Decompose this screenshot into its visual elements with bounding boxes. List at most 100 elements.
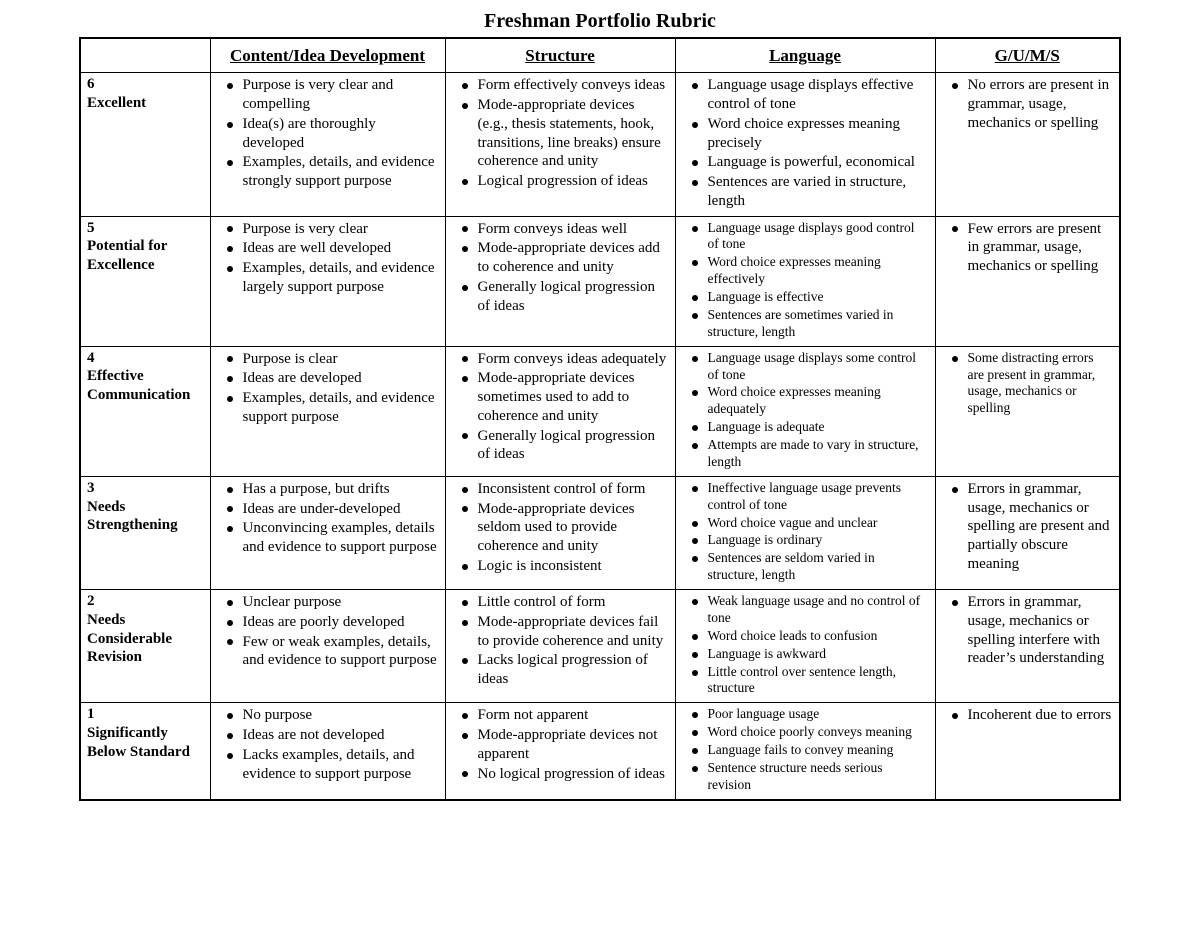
list-item: Language is powerful, economical <box>686 153 929 172</box>
list-item: Attempts are made to vary in structure, … <box>686 437 929 471</box>
list-item: Purpose is very clear <box>221 220 439 239</box>
list-item: Mode-appropriate devices seldom used to … <box>456 500 669 556</box>
bullet-list: Little control of formMode-appropriate d… <box>452 593 669 689</box>
list-item: Unconvincing examples, details and evide… <box>221 519 439 557</box>
table-row: 4Effective CommunicationPurpose is clear… <box>80 346 1120 476</box>
list-item: Language is ordinary <box>686 532 929 549</box>
list-item: Unclear purpose <box>221 593 439 612</box>
level-cell: 3Needs Strengthening <box>80 476 210 589</box>
list-item: Ideas are developed <box>221 369 439 388</box>
rubric-table: Content/Idea Development Structure Langu… <box>79 37 1121 801</box>
bullet-list: Language usage displays some control of … <box>682 350 929 471</box>
list-item: Errors in grammar, usage, mechanics or s… <box>946 593 1114 668</box>
list-item: Has a purpose, but drifts <box>221 480 439 499</box>
page: Freshman Portfolio Rubric Content/Idea D… <box>0 0 1200 801</box>
list-item: Ideas are poorly developed <box>221 613 439 632</box>
list-item: Form conveys ideas well <box>456 220 669 239</box>
bullet-list: Inconsistent control of formMode-appropr… <box>452 480 669 576</box>
bullet-list: Weak language usage and no control of to… <box>682 593 929 697</box>
list-item: Form effectively conveys ideas <box>456 76 669 95</box>
list-item: Mode-appropriate devices sometimes used … <box>456 369 669 425</box>
criteria-cell: Ineffective language usage prevents cont… <box>675 476 935 589</box>
list-item: Word choice vague and unclear <box>686 515 929 532</box>
col-header-content: Content/Idea Development <box>210 38 445 73</box>
bullet-list: Form conveys ideas wellMode-appropriate … <box>452 220 669 316</box>
table-row: 2Needs Considerable Revision Unclear purp… <box>80 590 1120 703</box>
criteria-cell: Incoherent due to errors <box>935 703 1120 800</box>
table-header-row: Content/Idea Development Structure Langu… <box>80 38 1120 73</box>
criteria-cell: Form conveys ideas wellMode-appropriate … <box>445 216 675 346</box>
list-item: Ideas are well developed <box>221 239 439 258</box>
list-item: Incoherent due to errors <box>946 706 1114 725</box>
criteria-cell: Little control of formMode-appropriate d… <box>445 590 675 703</box>
table-row: 1Significantly Below StandardNo purposeI… <box>80 703 1120 800</box>
bullet-list: Purpose is very clear and compellingIdea… <box>217 76 439 191</box>
list-item: Idea(s) are thoroughly developed <box>221 115 439 153</box>
criteria-cell: Language usage displays good control of … <box>675 216 935 346</box>
level-number: 2 <box>87 592 204 611</box>
bullet-list: Purpose is clearIdeas are developedExamp… <box>217 350 439 427</box>
bullet-list: Purpose is very clearIdeas are well deve… <box>217 220 439 297</box>
list-item: Few or weak examples, details, and evide… <box>221 633 439 671</box>
list-item: Examples, details, and evidence largely … <box>221 259 439 297</box>
list-item: Word choice expresses meaning adequately <box>686 384 929 418</box>
list-item: Language is adequate <box>686 419 929 436</box>
list-item: Language is awkward <box>686 646 929 663</box>
bullet-list: Errors in grammar, usage, mechanics or s… <box>942 593 1114 668</box>
list-item: Generally logical progression of ideas <box>456 427 669 465</box>
page-title: Freshman Portfolio Rubric <box>0 10 1200 33</box>
list-item: Mode-appropriate devices (e.g., thesis s… <box>456 96 669 171</box>
list-item: Sentences are seldom varied in structure… <box>686 550 929 584</box>
list-item: Mode-appropriate devices not apparent <box>456 726 669 764</box>
list-item: Word choice leads to confusion <box>686 628 929 645</box>
list-item: No logical progression of ideas <box>456 765 669 784</box>
level-cell: 1Significantly Below Standard <box>80 703 210 800</box>
bullet-list: Errors in grammar, usage, mechanics or s… <box>942 480 1114 574</box>
criteria-cell: Purpose is clearIdeas are developedExamp… <box>210 346 445 476</box>
list-item: Language fails to convey meaning <box>686 742 929 759</box>
criteria-cell: Form not apparentMode-appropriate device… <box>445 703 675 800</box>
list-item: Language usage displays effective contro… <box>686 76 929 114</box>
bullet-list: Incoherent due to errors <box>942 706 1114 725</box>
level-name: Potential for Excellence <box>87 238 167 273</box>
list-item: Ideas are under-developed <box>221 500 439 519</box>
list-item: Sentence structure needs serious revisio… <box>686 760 929 794</box>
criteria-cell: Few errors are present in grammar, usage… <box>935 216 1120 346</box>
bullet-list: Form conveys ideas adequatelyMode-approp… <box>452 350 669 465</box>
criteria-cell: Errors in grammar, usage, mechanics or s… <box>935 590 1120 703</box>
level-cell: 4Effective Communication <box>80 346 210 476</box>
level-name: Needs Strengthening <box>87 499 178 534</box>
list-item: Inconsistent control of form <box>456 480 669 499</box>
bullet-list: Some distracting errors are present in g… <box>942 350 1114 418</box>
level-name: Needs Considerable Revision <box>87 612 172 666</box>
bullet-list: Few errors are present in grammar, usage… <box>942 220 1114 276</box>
bullet-list: Ineffective language usage prevents cont… <box>682 480 929 584</box>
bullet-list: Poor language usageWord choice poorly co… <box>682 706 929 793</box>
bullet-list: No purposeIdeas are not developedLacks e… <box>217 706 439 783</box>
list-item: Form not apparent <box>456 706 669 725</box>
col-header-blank <box>80 38 210 73</box>
criteria-cell: No purposeIdeas are not developedLacks e… <box>210 703 445 800</box>
col-header-structure: Structure <box>445 38 675 73</box>
list-item: Word choice expresses meaning effectivel… <box>686 254 929 288</box>
list-item: Logical progression of ideas <box>456 172 669 191</box>
bullet-list: Has a purpose, but driftsIdeas are under… <box>217 480 439 557</box>
list-item: Generally logical progression of ideas <box>456 278 669 316</box>
list-item: Few errors are present in grammar, usage… <box>946 220 1114 276</box>
col-header-language: Language <box>675 38 935 73</box>
list-item: Sentences are sometimes varied in struct… <box>686 307 929 341</box>
bullet-list: No errors are present in grammar, usage,… <box>942 76 1114 132</box>
table-row: 3Needs StrengtheningHas a purpose, but d… <box>80 476 1120 589</box>
list-item: No errors are present in grammar, usage,… <box>946 76 1114 132</box>
bullet-list: Language usage displays good control of … <box>682 220 929 341</box>
list-item: Poor language usage <box>686 706 929 723</box>
criteria-cell: Purpose is very clear and compellingIdea… <box>210 73 445 216</box>
list-item: Examples, details, and evidence strongly… <box>221 153 439 191</box>
list-item: Language usage displays some control of … <box>686 350 929 384</box>
bullet-list: Unclear purposeIdeas are poorly develope… <box>217 593 439 670</box>
criteria-cell: Weak language usage and no control of to… <box>675 590 935 703</box>
list-item: Purpose is clear <box>221 350 439 369</box>
list-item: Mode-appropriate devices add to coherenc… <box>456 239 669 277</box>
list-item: Word choice poorly conveys meaning <box>686 724 929 741</box>
level-number: 5 <box>87 219 204 238</box>
